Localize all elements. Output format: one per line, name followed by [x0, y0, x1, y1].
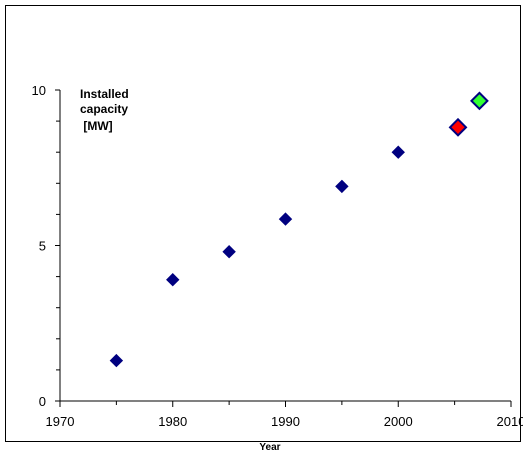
- data-point: [109, 353, 124, 368]
- x-tick-label: 1970: [46, 414, 75, 429]
- x-ticks: 1970 1980 1990 2000 2010: [46, 401, 523, 429]
- data-point: [335, 179, 349, 194]
- axes: [59, 90, 511, 402]
- data-point: [470, 91, 489, 111]
- x-axis-label: Year: [259, 442, 280, 452]
- x-tick-label: 2000: [384, 414, 413, 429]
- data-point: [391, 145, 405, 159]
- y-tick-label: 5: [39, 239, 46, 254]
- y-tick-label: 0: [39, 394, 46, 409]
- y-axis-label-line-2: capacity: [80, 102, 128, 116]
- data-point: [448, 117, 468, 137]
- y-axis-label-line-1: Installed: [80, 87, 129, 101]
- y-ticks: 0 5 10: [32, 83, 60, 409]
- data-points: [109, 91, 489, 368]
- data-point: [278, 212, 293, 226]
- y-tick-label: 10: [32, 83, 46, 98]
- data-point: [166, 273, 180, 287]
- x-tick-label: 1990: [271, 414, 300, 429]
- x-tick-label: 2010: [497, 414, 523, 429]
- x-tick-label: 1980: [158, 414, 187, 429]
- y-axis-label-line-3: [MW]: [80, 119, 113, 133]
- chart-frame: [5, 5, 521, 442]
- data-point: [222, 245, 236, 259]
